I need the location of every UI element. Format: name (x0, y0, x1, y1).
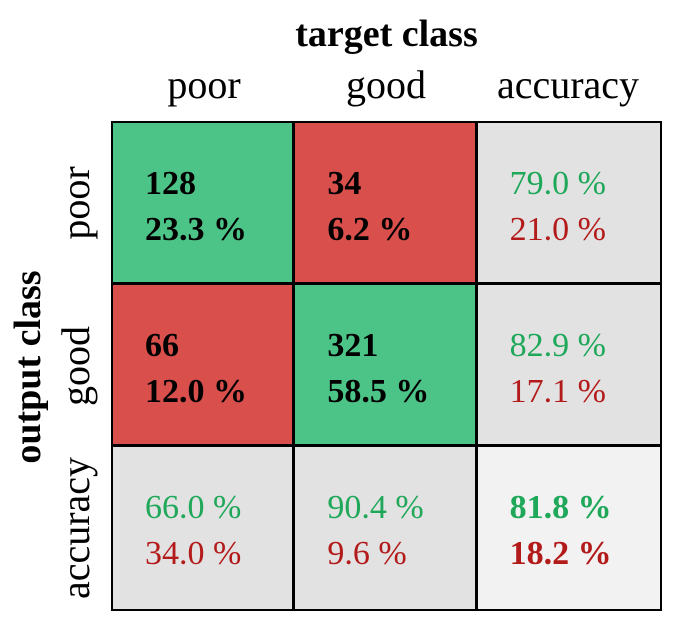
cell-accuracy-accuracy-line1: 81.8 % (509, 489, 612, 526)
cell-poor-good-line2: 6.2 % (327, 211, 413, 248)
cell-accuracy-poor-line1: 66.0 % (145, 489, 242, 526)
cell-poor-good-line1: 34 (327, 165, 362, 202)
cell-good-good: 321 58.5 % (295, 285, 478, 447)
cell-accuracy-good-line1: 90.4 % (327, 489, 424, 526)
column-label-poor: poor (167, 62, 241, 107)
x-axis-title: target class (295, 13, 478, 55)
row-label-good: good (53, 326, 98, 406)
y-axis-title: output class (7, 270, 49, 464)
cell-good-good-line2: 58.5 % (327, 373, 430, 410)
cell-good-poor-line1: 66 (145, 327, 179, 364)
cell-poor-accuracy-line2: 21.0 % (509, 211, 606, 248)
column-label-good: good (346, 62, 426, 107)
cell-accuracy-accuracy-line2: 18.2 % (509, 535, 612, 572)
cell-accuracy-good: 90.4 % 9.6 % (295, 447, 478, 609)
row-label-accuracy: accuracy (53, 456, 98, 600)
row-label-poor: poor (53, 166, 98, 240)
cell-accuracy-accuracy: 81.8 % 18.2 % (477, 447, 660, 609)
cell-good-accuracy-line2: 17.1 % (509, 373, 606, 410)
cell-good-poor-line2: 12.0 % (145, 373, 247, 410)
cell-poor-good: 34 6.2 % (295, 123, 478, 285)
cell-good-accuracy-line1: 82.9 % (509, 327, 606, 364)
cell-accuracy-poor-line2: 34.0 % (145, 535, 242, 572)
cell-poor-poor: 128 23.3 % (113, 123, 296, 285)
cell-good-poor: 66 12.0 % (113, 285, 296, 447)
column-label-accuracy: accuracy (496, 62, 640, 107)
cell-good-accuracy: 82.9 % 17.1 % (477, 285, 660, 447)
cell-poor-accuracy: 79.0 % 21.0 % (477, 123, 660, 285)
cell-accuracy-poor: 66.0 % 34.0 % (113, 447, 296, 609)
cell-good-good-line1: 321 (327, 327, 379, 364)
cell-accuracy-good-line2: 9.6 % (327, 535, 407, 572)
confusion-matrix: 128 23.3 % 34 6.2 % 79.0 % 21.0 % 66 12.0 % 321 5… (111, 121, 662, 611)
cell-poor-poor-line2: 23.3 % (145, 211, 247, 248)
cell-poor-poor-line1: 128 (145, 165, 196, 202)
cell-poor-accuracy-line1: 79.0 % (509, 165, 606, 202)
